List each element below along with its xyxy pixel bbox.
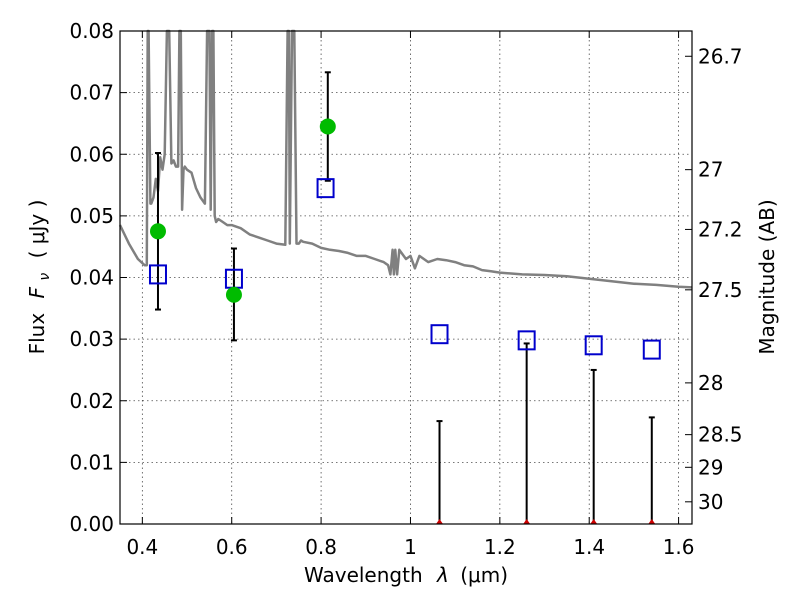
upper-limit-marker [436, 519, 444, 524]
model-square [430, 324, 449, 345]
y2-tick-label: 27.2 [698, 217, 743, 241]
model-square [584, 335, 603, 356]
y-axis-label-sub: ν [37, 273, 53, 281]
spectrum-layer [118, 29, 693, 289]
model-square [148, 264, 167, 285]
spectrum-line [118, 29, 693, 289]
observed-point [319, 118, 336, 135]
observed-point [225, 286, 242, 303]
y2-axis-label: Magnitude (AB) [755, 199, 779, 354]
y-tick-label: 0.08 [69, 19, 114, 43]
y-tick-label: 0.02 [69, 389, 114, 413]
y-tick-label: 0.03 [69, 327, 114, 351]
x-tick-label: 1 [404, 535, 417, 559]
y-axis-label: Flux F ν ( μJy ) [25, 200, 54, 355]
x-axis-label-unit: (μm) [460, 563, 508, 587]
x-axis-label: Wavelength λ (μm) [304, 563, 508, 587]
y2-tick-label: 27 [698, 158, 723, 182]
y-tick-label: 0.01 [69, 450, 114, 474]
y-tick-label: 0.06 [69, 142, 114, 166]
x-tick-label: 0.4 [126, 535, 158, 559]
y-axis-label-symbol: F [25, 286, 49, 298]
x-tick-label: 0.6 [216, 535, 248, 559]
x-tick-label: 1.4 [573, 535, 605, 559]
x-tick-label: 1.2 [484, 535, 516, 559]
y-tick-label: 0.04 [69, 266, 114, 290]
y2-tick-label: 30 [698, 490, 723, 514]
upper-limit-marker [590, 519, 598, 524]
y2-tick-label: 26.7 [698, 44, 743, 68]
y2-tick-label: 29 [698, 455, 723, 479]
model-square [517, 330, 536, 351]
y-tick-label: 0.00 [69, 512, 114, 536]
y2-tick-label: 27.5 [698, 278, 743, 302]
y2-tick-label: 28 [698, 371, 723, 395]
upper-limit-marker [648, 519, 656, 524]
y-axis-label-text: Flux [25, 313, 49, 355]
tick-layer: 0.4 0.6 0.8 1 1.2 1.4 1.6 0.00 0.01 0.02 0.03 0.04 0… [69, 19, 742, 559]
upper-limit-marker [523, 519, 531, 524]
x-axis-label-symbol: λ [436, 563, 449, 587]
model-square [642, 339, 661, 360]
x-axis-label-text: Wavelength [304, 563, 423, 587]
model-square [316, 178, 335, 199]
marker-layer [148, 118, 661, 524]
y-axis-label-unit: ( μJy ) [25, 200, 49, 259]
x-tick-label: 0.8 [305, 535, 337, 559]
y2-tick-label: 28.5 [698, 423, 743, 447]
observed-point [149, 223, 166, 240]
y-tick-label: 0.05 [69, 204, 114, 228]
x-tick-label: 1.6 [663, 535, 695, 559]
y-tick-label: 0.07 [69, 81, 114, 105]
